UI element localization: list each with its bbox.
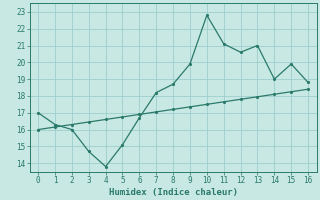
X-axis label: Humidex (Indice chaleur): Humidex (Indice chaleur) (108, 188, 238, 197)
